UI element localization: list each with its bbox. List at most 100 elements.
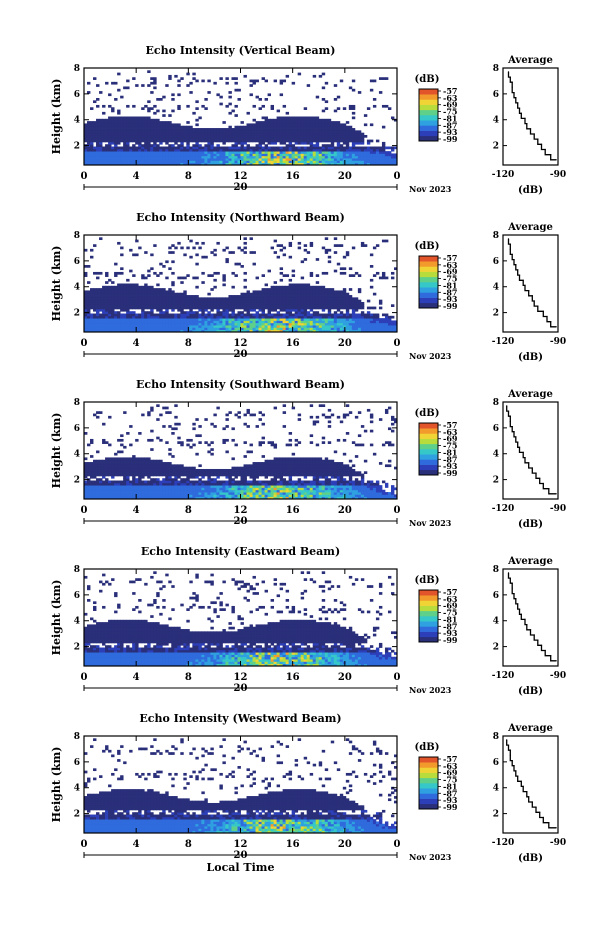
heatmap-cell (294, 121, 299, 124)
heatmap-cell (231, 315, 235, 319)
heatmap-cell (339, 139, 344, 143)
heatmap-cell (93, 130, 97, 134)
heatmap-cell (192, 496, 196, 500)
heatmap-cell (183, 473, 187, 477)
heatmap-cell (348, 274, 353, 277)
heatmap-cell (183, 318, 187, 321)
heatmap-cell (303, 308, 308, 312)
heatmap-cell (234, 315, 238, 319)
heatmap-cell (105, 137, 109, 140)
heatmap-cell (201, 241, 205, 245)
heatmap-cell (201, 313, 205, 317)
heatmap-cell (300, 146, 305, 150)
heatmap-cell (342, 151, 347, 154)
heatmap-cell (90, 121, 94, 124)
heatmap-cell (300, 322, 305, 326)
heatmap-cell (207, 153, 211, 157)
heatmap-cell (345, 304, 350, 307)
heatmap-cell (249, 79, 253, 83)
heatmap-cell (291, 306, 296, 310)
heatmap-cell (117, 153, 121, 157)
heatmap-cell (183, 137, 187, 140)
heatmap-cell (168, 130, 172, 134)
profile-point (529, 128, 532, 130)
heatmap-cell (129, 466, 133, 470)
heatmap-cell (192, 148, 196, 152)
heatmap-cell (210, 137, 214, 140)
heatmap-cell (237, 125, 241, 129)
heatmap-cell (96, 292, 100, 296)
heatmap-cell (339, 125, 344, 129)
heatmap-cell (99, 327, 103, 331)
heatmap-cell (207, 146, 211, 150)
heatmap-cell (150, 158, 154, 161)
heatmap-cell (168, 304, 172, 307)
heatmap-cell (108, 144, 112, 147)
heatmap-cell (165, 475, 169, 479)
heatmap-cell (294, 290, 299, 294)
heatmap-cell (234, 130, 238, 134)
heatmap-cell (285, 304, 290, 307)
heatmap-cell (288, 292, 293, 296)
heatmap-cell (183, 128, 187, 131)
heatmap-cell (171, 489, 175, 493)
heatmap-cell (186, 148, 190, 152)
heatmap-cell (339, 295, 344, 298)
heatmap-cell (165, 148, 169, 152)
heatmap-cell (177, 241, 181, 245)
heatmap-cell (285, 121, 290, 124)
heatmap-cell (171, 482, 175, 486)
heatmap-cell (303, 283, 308, 287)
heatmap-cell (174, 427, 178, 431)
heatmap-cell (123, 462, 127, 465)
heatmap-cell (120, 489, 124, 493)
heatmap-cell (216, 485, 220, 488)
heatmap-cell (252, 325, 256, 328)
heatmap-cell (216, 306, 220, 310)
heatmap-cell (180, 308, 184, 312)
heatmap-cell (267, 315, 271, 319)
heatmap-cell (375, 271, 380, 275)
heatmap-cell (312, 288, 317, 291)
heatmap-cell (90, 153, 94, 157)
heatmap-cell (372, 329, 377, 333)
heatmap-cell (360, 162, 365, 166)
heatmap-cell (354, 130, 359, 134)
heatmap-cell (120, 285, 124, 289)
heatmap-cell (342, 130, 347, 134)
heatmap-cell (87, 325, 91, 328)
heatmap-cell (114, 457, 118, 461)
heatmap-cell (195, 434, 199, 438)
heatmap-cell (240, 311, 244, 314)
heatmap-cell (153, 153, 157, 157)
heatmap-cell (327, 288, 332, 291)
heatmap-cell (348, 304, 353, 307)
heatmap-cell (384, 153, 389, 157)
heatmap-cell (159, 471, 163, 474)
heatmap-cell (228, 158, 232, 161)
heatmap-cell (204, 494, 208, 498)
heatmap-cell (111, 128, 115, 131)
heatmap-cell (246, 155, 250, 159)
heatmap-cell (267, 137, 271, 140)
heatmap-cell (348, 320, 353, 324)
heatmap-cell (279, 123, 284, 127)
heatmap-cell (231, 109, 235, 113)
heatmap-cell (381, 148, 386, 152)
heatmap-cell (321, 98, 326, 101)
heatmap-cell (279, 325, 284, 328)
heatmap-cell (294, 116, 299, 120)
heatmap-cell (354, 304, 359, 307)
heatmap-cell (147, 109, 151, 113)
colorbar-swatch (419, 89, 438, 95)
heatmap-cell (270, 313, 275, 317)
heatmap-cell (366, 153, 371, 157)
heatmap-cell (195, 475, 199, 479)
heatmap-cell (354, 139, 359, 143)
heatmap-cell (258, 158, 262, 161)
heatmap-cell (225, 77, 229, 80)
heatmap-cell (261, 295, 265, 298)
heatmap-cell (333, 148, 338, 152)
heatmap-cell (102, 325, 106, 328)
heatmap-cell (315, 155, 320, 159)
